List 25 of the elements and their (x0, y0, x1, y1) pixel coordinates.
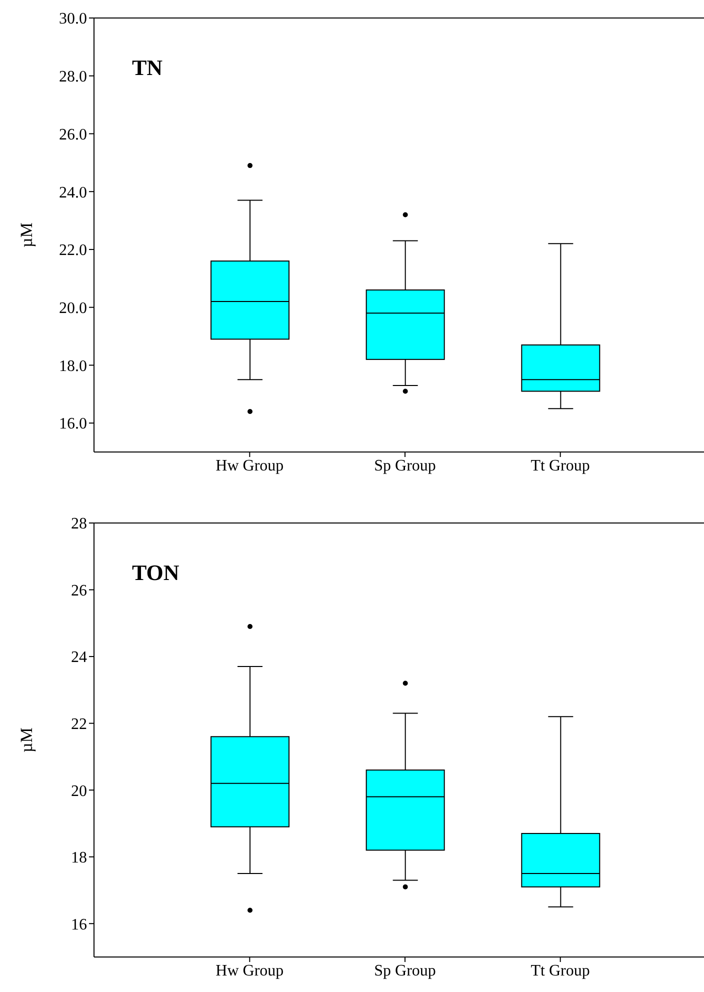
y-axis-title: µM (17, 222, 36, 248)
x-tick-label: Hw Group (216, 457, 284, 474)
y-tick-label: 16.0 (59, 416, 87, 433)
y-tick-label: 28 (71, 516, 87, 533)
x-tick-label: Hw Group (216, 962, 284, 980)
text: TN (132, 55, 163, 81)
y-tick-label: 24.0 (59, 184, 87, 202)
y-axis-title: µM (17, 728, 36, 752)
x-tick-label: Sp Group (374, 962, 436, 980)
y-tick-label: 18.0 (59, 358, 87, 375)
y-tick-label: 16 (71, 916, 87, 934)
x-tick-label: Sp Group (374, 457, 436, 474)
y-tick-label: 26 (71, 582, 87, 600)
y-tick-label: 20.0 (59, 300, 87, 318)
y-tick-label: 22.0 (59, 242, 87, 260)
y-tick-label: 18 (71, 850, 87, 867)
x-tick-label: Tt Group (530, 457, 590, 474)
y-tick-label: 28.0 (59, 68, 87, 86)
text: TON (132, 560, 180, 586)
y-tick-label: 26.0 (59, 126, 87, 144)
y-tick-label: 30.0 (59, 10, 87, 28)
y-tick-label: 24 (71, 649, 87, 666)
y-tick-label: 22 (71, 716, 87, 733)
y-tick-label: 20 (71, 782, 87, 800)
x-tick-label: Tt Group (530, 962, 590, 980)
